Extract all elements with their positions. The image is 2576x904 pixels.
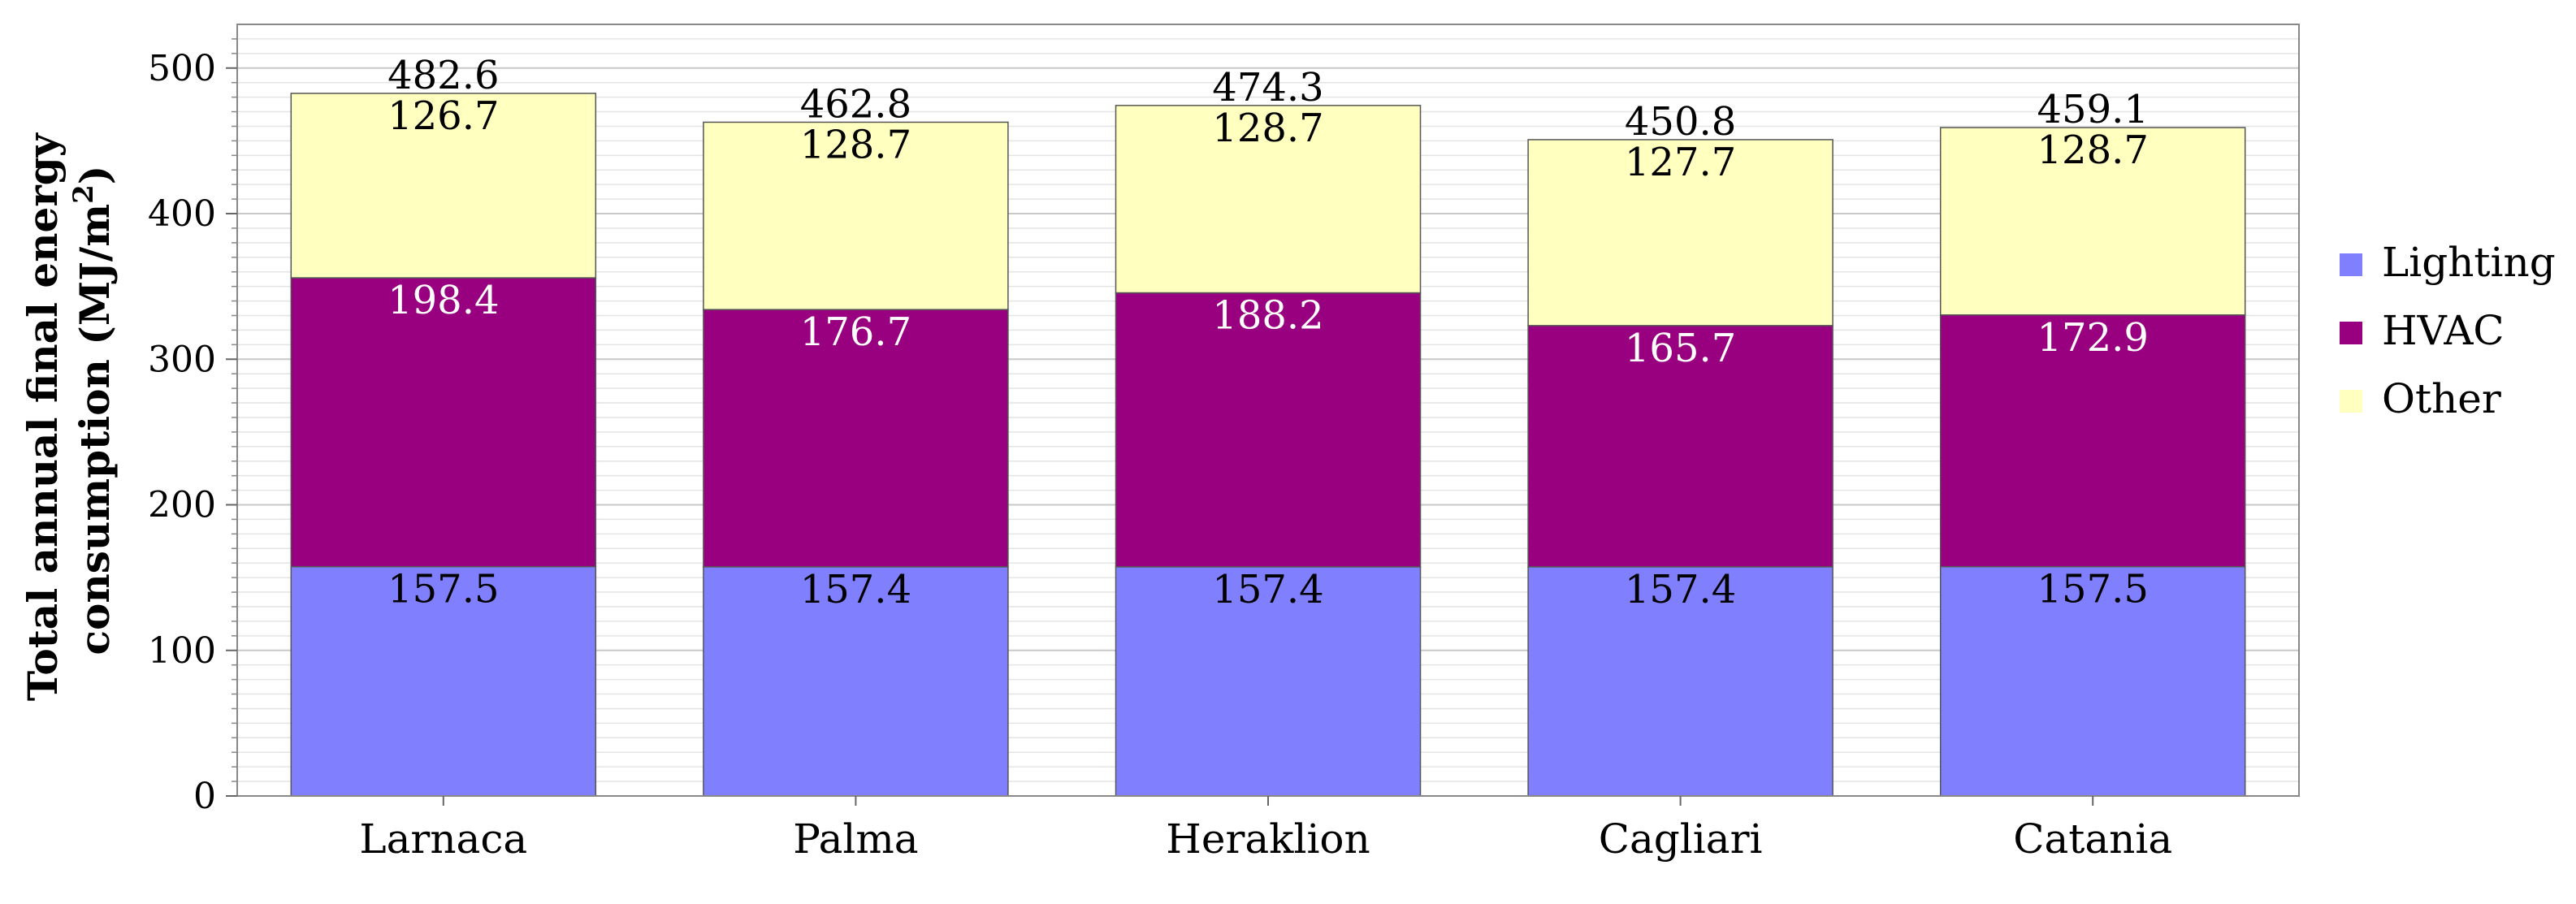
total-label: 459.1 (2037, 87, 2148, 132)
bar-other-larnaca (290, 93, 597, 279)
bar-hvac-palma (703, 309, 1009, 568)
legend-swatch-hvac (2340, 322, 2362, 344)
data-label-other: 128.7 (1212, 106, 1323, 151)
legend-swatch-other (2340, 390, 2362, 413)
y-tick-label: 500 (148, 48, 216, 89)
total-label: 450.8 (1625, 99, 1736, 145)
data-label-lighting: 157.4 (800, 567, 911, 612)
x-tick-label: Heraklion (1166, 815, 1370, 863)
legend-label-lighting: Lighting (2382, 239, 2556, 286)
legend: Lighting HVAC Other (2340, 239, 2556, 422)
total-label: 462.8 (800, 81, 911, 127)
bar-other-heraklion (1115, 105, 1422, 294)
data-label-lighting: 157.5 (387, 567, 499, 612)
bar-lighting-heraklion (1115, 566, 1422, 797)
total-label: 482.6 (387, 53, 499, 98)
x-tick-label: Palma (793, 815, 918, 863)
x-tick-label: Cagliari (1599, 815, 1763, 863)
y-axis-label: Total annual final energy consumption (M… (19, 119, 119, 701)
legend-label-hvac: HVAC (2382, 307, 2505, 354)
x-tick-label: Catania (2013, 815, 2172, 863)
data-label-hvac: 176.7 (800, 309, 911, 355)
y-tick-label: 200 (148, 485, 216, 526)
bar-other-palma (703, 121, 1009, 310)
data-labels: 157.5198.4126.7482.6157.4176.7128.7462.8… (387, 53, 2149, 612)
y-axis-label-line-2: consumption (MJ/m2) (67, 166, 119, 655)
bar-hvac-cagliari (1527, 325, 1834, 568)
total-label: 474.3 (1212, 65, 1323, 110)
data-label-other: 128.7 (800, 122, 911, 167)
data-label-hvac: 172.9 (2037, 315, 2148, 361)
bar-other-catania (1939, 127, 2246, 316)
data-label-lighting: 157.5 (2037, 567, 2148, 612)
bar-other-cagliari (1527, 139, 1834, 327)
legend-label-other: Other (2382, 375, 2501, 422)
data-label-lighting: 157.4 (1212, 567, 1323, 612)
legend-swatch-lighting (2340, 253, 2362, 276)
data-label-hvac: 188.2 (1212, 293, 1323, 339)
axes: 0 100 200 300 400 500 Larnaca Palma Heraklion Cag… (148, 38, 2172, 863)
y-tick-label: 0 (193, 776, 216, 817)
data-label-other: 126.7 (387, 93, 499, 139)
bar-lighting-larnaca (290, 565, 597, 797)
bar-hvac-catania (1939, 314, 2246, 568)
bar-lighting-palma (703, 566, 1009, 797)
y-tick-label: 300 (148, 339, 216, 380)
bar-hvac-heraklion (1115, 292, 1422, 568)
data-label-other: 127.7 (1625, 140, 1736, 185)
data-label-other: 128.7 (2037, 128, 2148, 173)
y-axis-label-line-1: Total annual final energy (19, 132, 67, 701)
data-label-hvac: 165.7 (1625, 326, 1736, 371)
x-tick-label: Larnaca (359, 815, 527, 863)
data-label-hvac: 198.4 (387, 278, 499, 323)
y-tick-label: 400 (148, 193, 216, 235)
y-tick-label: 100 (148, 630, 216, 672)
bar-lighting-catania (1939, 565, 2246, 797)
bars (290, 93, 2246, 797)
data-label-lighting: 157.4 (1625, 567, 1736, 612)
